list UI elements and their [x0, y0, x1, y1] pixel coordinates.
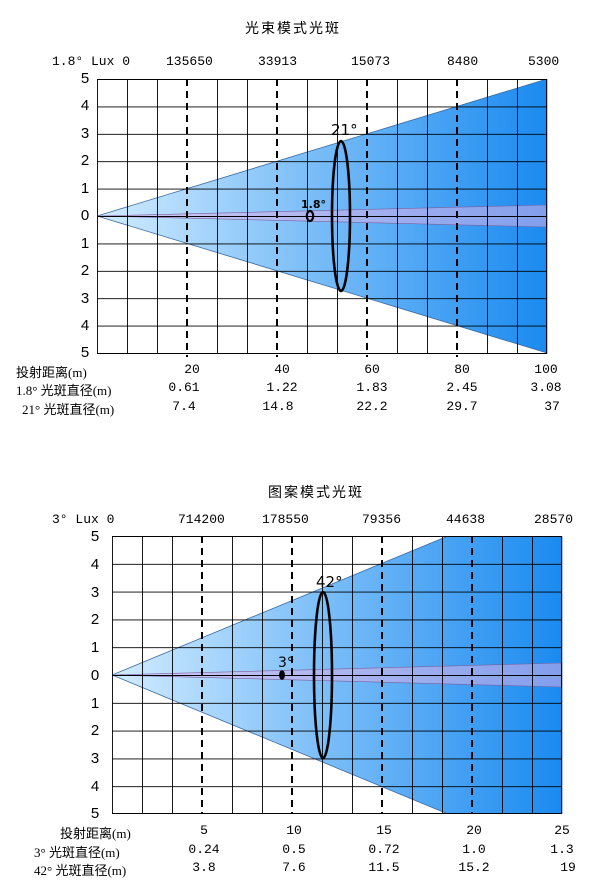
- panel-1-y-label: 4: [80, 97, 90, 114]
- panel-2-lux-head: 3° Lux 0: [52, 512, 115, 527]
- panel-2-beam-diagram: 3° 42°: [112, 536, 563, 814]
- panel-1-lux-value: 15073: [351, 54, 391, 69]
- narrow-beam-spot: [279, 670, 285, 680]
- panel-2-row-label: 42° 光斑直径(m): [34, 863, 127, 878]
- panel-1-y-label: 1: [80, 235, 90, 252]
- panel-2-lux-value: 178550: [262, 512, 309, 527]
- panel-1-cell: 1.22: [266, 380, 298, 395]
- panel-2-cell: 15.2: [458, 860, 490, 875]
- panel-2-y-label: 4: [90, 556, 100, 573]
- panel-2-y-label: 0: [90, 667, 100, 684]
- panel-1-cell: 7.4: [172, 399, 196, 414]
- panel-1-cell: 100: [534, 362, 558, 377]
- panel-1-title: 光束模式光斑: [245, 21, 341, 37]
- panel-2-lux-value: 714200: [178, 512, 225, 527]
- panel-1-y-label: 5: [80, 344, 90, 361]
- panel-1-lux-value: 33913: [258, 54, 298, 69]
- narrow-beam-spot: [305, 209, 315, 223]
- panel-1-cell: 20: [184, 362, 200, 377]
- panel-2-cell: 20: [466, 823, 482, 838]
- panel-2-y-label: 1: [90, 639, 100, 656]
- panel-2-cell: 15: [376, 823, 392, 838]
- panel-1-cell: 2.45: [446, 380, 478, 395]
- panel-2-cell: 7.6: [282, 860, 306, 875]
- panel-1-lux-value: 135650: [166, 54, 213, 69]
- panel-2-cell: 1.0: [462, 842, 486, 857]
- panel-1-row-label: 21° 光斑直径(m): [22, 402, 115, 417]
- panel-1-cell: 0.61: [168, 380, 200, 395]
- panel-1-y-label: 1: [80, 180, 90, 197]
- narrow-beam-label: 3°: [278, 655, 294, 671]
- panel-2-y-label: 3: [90, 584, 100, 601]
- panel-1-cell: 40: [274, 362, 290, 377]
- panel-2-y-label: 1: [90, 695, 100, 712]
- panel-1-cell: 80: [454, 362, 470, 377]
- panel-2-cell: 0.24: [188, 842, 220, 857]
- panel-1-lux-value: 5300: [528, 54, 560, 69]
- panel-2-lux-value: 79356: [362, 512, 402, 527]
- wide-beam-label: 42°: [316, 573, 343, 591]
- panel-1-row-label: 1.8° 光斑直径(m): [16, 383, 112, 398]
- panel-2-cell: 19: [560, 860, 576, 875]
- panel-2-row-label: 3° 光斑直径(m): [34, 845, 120, 860]
- panel-2-cell: 10: [286, 823, 302, 838]
- grid: [112, 536, 562, 814]
- narrow-beam-cone: [112, 662, 563, 688]
- panel-1-y-label: 3: [80, 290, 90, 307]
- distance-markers: [201, 536, 473, 814]
- panel-1-cell: 3.08: [530, 380, 562, 395]
- panel-2-y-label: 2: [90, 722, 100, 739]
- wide-beam-spot: [330, 139, 352, 293]
- panel-1-cell: 1.83: [356, 380, 388, 395]
- panel-2-cell: 5: [200, 823, 208, 838]
- panel-1-cell: 29.7: [446, 399, 478, 414]
- panel-2-cell: 25: [554, 823, 570, 838]
- panel-2-y-label: 2: [90, 611, 100, 628]
- panel-1-cell: 60: [364, 362, 380, 377]
- panel-1-row-label: 投射距离(m): [16, 365, 87, 380]
- panel-1-y-label: 3: [80, 125, 90, 142]
- panel-2-y-label: 5: [90, 528, 100, 545]
- panel-1-lux-value: 8480: [447, 54, 479, 69]
- panel-1-y-label: 4: [80, 317, 90, 334]
- panel-1-y-label: 2: [80, 152, 90, 169]
- panel-2-y-label: 4: [90, 778, 100, 795]
- panel-2-lux-value: 44638: [446, 512, 486, 527]
- narrow-beam-cone: [97, 204, 548, 228]
- panel-1-cell: 14.8: [262, 399, 294, 414]
- panel-2-y-label: 5: [90, 805, 100, 822]
- panel-2-cell: 3.8: [192, 860, 216, 875]
- grid: [97, 79, 547, 354]
- panel-1-y-label: 5: [80, 70, 90, 87]
- panel-2-cell: 0.5: [282, 842, 306, 857]
- panel-2-cell: 0.72: [368, 842, 400, 857]
- panel-1-y-label: 2: [80, 262, 90, 279]
- panel-2-y-label: 3: [90, 750, 100, 767]
- panel-1-cell: 22.2: [356, 399, 388, 414]
- panel-2-title: 图案模式光斑: [268, 485, 364, 501]
- narrow-beam-label: 1.8°: [301, 198, 326, 211]
- panel-1-beam-diagram: 1.8° 21°: [97, 79, 548, 357]
- panel-2-lux-value: 28570: [534, 512, 574, 527]
- distance-markers: [186, 79, 458, 357]
- panel-2-cell: 11.5: [368, 860, 400, 875]
- panel-2-row-label: 投射距离(m): [60, 826, 131, 841]
- wide-beam-label: 21°: [331, 121, 358, 139]
- panel-2-cell: 1.3: [550, 842, 574, 857]
- panel-1-lux-head: 1.8° Lux 0: [52, 54, 131, 69]
- wide-beam-spot: [312, 590, 334, 760]
- panel-1-y-label: 0: [80, 207, 90, 224]
- panel-1-cell: 37: [544, 399, 560, 414]
